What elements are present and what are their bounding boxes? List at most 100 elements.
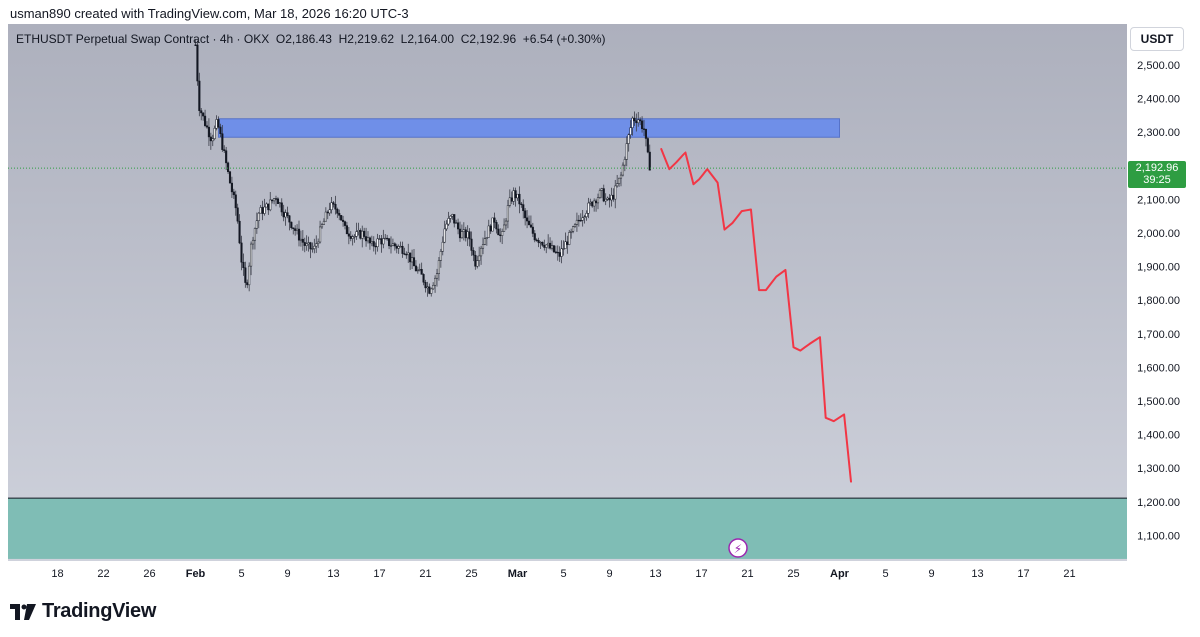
candle-body[interactable] (269, 199, 272, 211)
candle-body[interactable] (384, 237, 387, 240)
candle-body[interactable] (629, 127, 632, 136)
candle-body[interactable] (641, 120, 644, 130)
candle-body[interactable] (462, 229, 465, 232)
tradingview-logo[interactable]: TradingView (10, 600, 156, 623)
candle-body[interactable] (623, 159, 626, 166)
candle-body[interactable] (476, 260, 479, 267)
candle-body[interactable] (227, 162, 230, 172)
candle-body[interactable] (311, 248, 314, 250)
candle-body[interactable] (591, 201, 594, 207)
candle-body[interactable] (253, 228, 256, 241)
candle-body[interactable] (217, 119, 220, 128)
candle-body[interactable] (491, 217, 494, 232)
candle-body[interactable] (501, 231, 504, 236)
candle-body[interactable] (648, 151, 651, 171)
candle-body[interactable] (453, 214, 456, 224)
candle-body[interactable] (560, 248, 563, 257)
candle-body[interactable] (255, 220, 258, 229)
candle-body[interactable] (485, 237, 488, 239)
candle-body[interactable] (451, 214, 454, 217)
candle-body[interactable] (246, 282, 249, 286)
candle-body[interactable] (299, 238, 302, 241)
candle-body[interactable] (290, 221, 293, 229)
candle-body[interactable] (627, 134, 630, 144)
candle-body[interactable] (370, 241, 373, 244)
candle-body[interactable] (386, 237, 389, 240)
candle-body[interactable] (604, 199, 607, 202)
candle-body[interactable] (376, 238, 379, 247)
candle-body[interactable] (422, 274, 425, 283)
candle-body[interactable] (644, 128, 647, 139)
candle-body[interactable] (642, 128, 646, 130)
candle-body[interactable] (531, 226, 534, 234)
candle-body[interactable] (535, 239, 538, 241)
candle-body[interactable] (265, 203, 268, 208)
candle-body[interactable] (380, 238, 383, 245)
candle-body[interactable] (537, 240, 540, 243)
candle-body[interactable] (334, 203, 337, 210)
candle-body[interactable] (539, 241, 542, 244)
candle-body[interactable] (550, 245, 554, 249)
candle-body[interactable] (196, 44, 199, 82)
candle-body[interactable] (223, 149, 226, 151)
candle-body[interactable] (340, 215, 343, 221)
candle-body[interactable] (296, 228, 299, 231)
candle-body[interactable] (598, 190, 601, 198)
candle-body[interactable] (309, 242, 312, 250)
candle-body[interactable] (351, 236, 354, 239)
candle-body[interactable] (250, 243, 253, 267)
candle-body[interactable] (430, 288, 433, 294)
candle-body[interactable] (483, 238, 486, 245)
candle-body[interactable] (432, 284, 435, 290)
candle-body[interactable] (466, 231, 469, 239)
candle-body[interactable] (524, 210, 527, 219)
projection-path[interactable] (660, 148, 852, 483)
candle-body[interactable] (343, 221, 347, 226)
candle-body[interactable] (495, 222, 498, 230)
plot-area[interactable] (8, 24, 1127, 561)
candle-body[interactable] (631, 117, 634, 128)
candle-body[interactable] (221, 133, 224, 150)
candle-body[interactable] (361, 230, 364, 239)
candle-body[interactable] (562, 248, 565, 250)
candle-body[interactable] (558, 252, 561, 257)
candle-body[interactable] (393, 243, 396, 247)
candle-body[interactable] (294, 228, 297, 231)
candle-body[interactable] (441, 241, 444, 252)
candle-body[interactable] (242, 261, 245, 269)
candle-body[interactable] (248, 265, 251, 286)
lightning-icon[interactable] (728, 538, 748, 558)
candle-body[interactable] (389, 245, 393, 247)
candle-body[interactable] (520, 203, 523, 206)
candle-body[interactable] (213, 127, 216, 139)
candle-body[interactable] (503, 224, 506, 232)
candle-body[interactable] (543, 244, 546, 248)
candle-body[interactable] (522, 204, 525, 212)
candle-body[interactable] (470, 238, 473, 251)
candle-body[interactable] (435, 273, 439, 279)
candle-body[interactable] (378, 238, 381, 240)
candle-body[interactable] (313, 245, 316, 249)
candle-body[interactable] (374, 245, 377, 248)
candle-body[interactable] (412, 257, 416, 267)
candle-body[interactable] (211, 138, 214, 142)
candle-body[interactable] (355, 231, 358, 237)
candle-body[interactable] (322, 220, 325, 225)
candle-body[interactable] (637, 119, 640, 124)
candle-body[interactable] (533, 233, 536, 241)
candle-body[interactable] (625, 143, 628, 160)
candle-body[interactable] (282, 211, 285, 218)
candle-body[interactable] (330, 202, 333, 211)
candle-body[interactable] (596, 197, 600, 204)
candle-body[interactable] (336, 208, 339, 214)
candle-body[interactable] (414, 265, 417, 272)
candle-body[interactable] (527, 220, 531, 226)
candle-body[interactable] (610, 194, 613, 201)
candle-body[interactable] (205, 125, 209, 128)
candle-body[interactable] (474, 254, 477, 267)
candle-body[interactable] (198, 80, 201, 111)
candle-body[interactable] (234, 194, 237, 209)
candle-body[interactable] (382, 238, 385, 245)
candle-body[interactable] (639, 119, 642, 122)
candle-body[interactable] (276, 198, 279, 204)
